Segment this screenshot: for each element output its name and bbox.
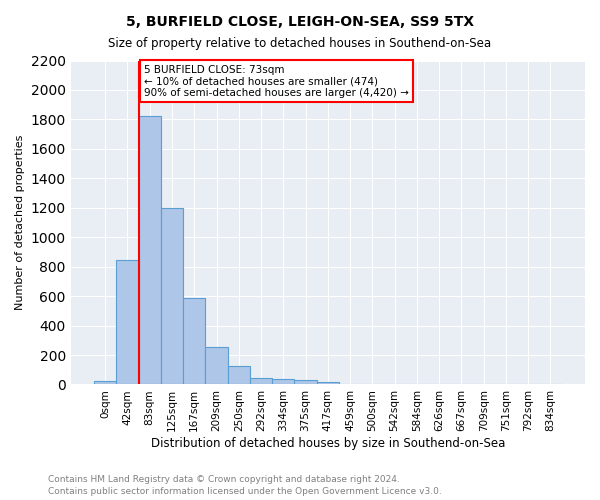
Y-axis label: Number of detached properties: Number of detached properties [15,135,25,310]
Text: Contains public sector information licensed under the Open Government Licence v3: Contains public sector information licen… [48,487,442,496]
Text: 5 BURFIELD CLOSE: 73sqm
← 10% of detached houses are smaller (474)
90% of semi-d: 5 BURFIELD CLOSE: 73sqm ← 10% of detache… [144,64,409,98]
Bar [272,378,295,384]
Text: Size of property relative to detached houses in Southend-on-Sea: Size of property relative to detached ho… [109,38,491,51]
Bar [183,298,205,384]
Bar [295,380,317,384]
Bar [205,347,227,385]
Bar [94,381,116,384]
Text: 5, BURFIELD CLOSE, LEIGH-ON-SEA, SS9 5TX: 5, BURFIELD CLOSE, LEIGH-ON-SEA, SS9 5TX [126,15,474,29]
Bar [161,208,183,384]
X-axis label: Distribution of detached houses by size in Southend-on-Sea: Distribution of detached houses by size … [151,437,505,450]
Bar [139,116,161,384]
Bar [116,260,139,384]
Bar [227,366,250,384]
Bar [317,382,339,384]
Text: Contains HM Land Registry data © Crown copyright and database right 2024.: Contains HM Land Registry data © Crown c… [48,475,400,484]
Bar [250,378,272,384]
